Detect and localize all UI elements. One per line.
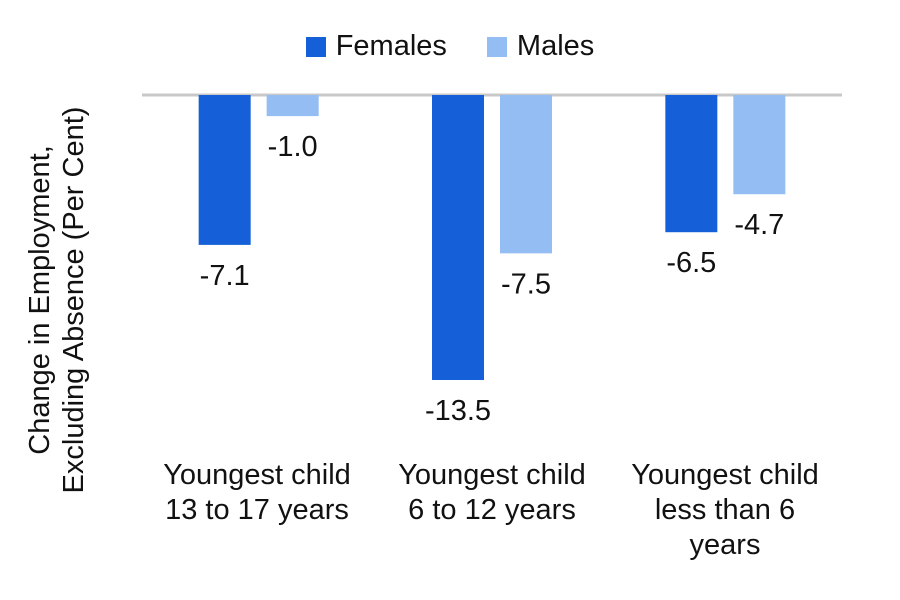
bar-males-3: [733, 95, 786, 195]
legend-item-males: Males: [486, 30, 595, 63]
bar-males-1: [266, 95, 319, 117]
data-label-females-1: -7.1: [200, 260, 250, 292]
legend: Females Males: [0, 30, 900, 63]
category-label-1: Youngest child 13 to 17 years: [163, 459, 351, 526]
data-label-females-3: -6.5: [666, 247, 716, 279]
bar-males-2: [500, 95, 552, 254]
bar-females-3: [665, 95, 718, 233]
legend-label-females: Females: [335, 30, 447, 62]
legend-swatch-females: [305, 36, 326, 57]
bar-females-1: [198, 95, 251, 245]
category-label-2: Youngest child 6 to 12 years: [398, 459, 586, 526]
data-label-males-1: -1.0: [268, 131, 318, 163]
legend-label-males: Males: [516, 30, 595, 62]
legend-swatch-males: [486, 36, 507, 57]
legend-item-females: Females: [305, 30, 447, 63]
data-label-females-2: -13.5: [425, 395, 491, 427]
data-label-males-2: -7.5: [501, 268, 551, 300]
bar-females-2: [432, 95, 484, 380]
category-label-3: Youngest child less than 6 years: [631, 459, 819, 561]
data-label-males-3: -4.7: [734, 209, 784, 241]
